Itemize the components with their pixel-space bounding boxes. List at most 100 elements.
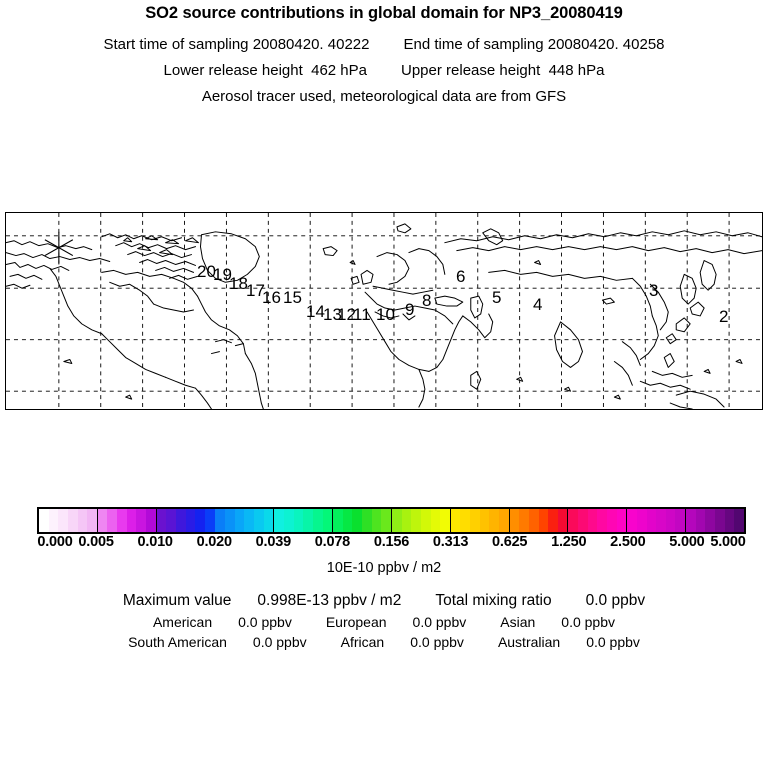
colorbar-step-6-1	[401, 509, 412, 532]
tracer-note-label: Aerosol tracer used, meteorological data…	[201, 88, 567, 105]
colorbar-segment-0	[39, 509, 98, 532]
colorbar-tick-10: 2.500	[610, 534, 646, 550]
colorbar-step-9-1	[578, 509, 588, 532]
colorbar-step-11-1	[695, 509, 706, 532]
trajectory-label-20: 20	[197, 262, 216, 281]
colorbar-tick-0: 0.000	[37, 534, 73, 550]
colorbar-step-0-2	[58, 509, 68, 532]
colorbar-step-2-0	[156, 509, 167, 532]
colorbar-step-8-1	[519, 509, 529, 532]
region-name-asian: Asian	[500, 614, 536, 630]
total-mixing-ratio-label: Total mixing ratio	[435, 592, 552, 609]
lower-release-height-label: Lower release height 462 hPa	[163, 62, 367, 79]
colorbar-tick-2: 0.010	[137, 534, 173, 550]
colorbar-step-7-2	[470, 509, 480, 532]
colorbar-step-3-1	[225, 509, 235, 532]
colorbar-step-5-2	[352, 509, 363, 532]
colorbar-step-2-1	[166, 509, 176, 532]
world-map-panel: 20 19 18 17 16 15 14 13 12 11 10 9 8 6 5 4 3 2	[5, 212, 763, 410]
coastlines	[6, 223, 762, 409]
colorbar-tick-5: 0.078	[314, 534, 351, 550]
region-name-african: African	[340, 634, 385, 650]
colorbar-step-0-0	[39, 509, 49, 532]
colorbar-step-3-4	[254, 509, 264, 532]
trajectory-label-14: 14	[306, 302, 325, 321]
region-value-african: 0.0 ppbv	[410, 634, 464, 650]
colorbar-step-10-4	[665, 509, 676, 532]
colorbar-step-6-2	[411, 509, 421, 532]
world-map-svg	[6, 213, 762, 409]
start-time-label: Start time of sampling 20080420. 40222	[103, 36, 370, 53]
colorbar-step-0-4	[77, 509, 88, 532]
colorbar-step-1-1	[107, 509, 118, 532]
colorbar-step-4-0	[274, 509, 284, 532]
colorbar-step-7-5	[499, 509, 509, 532]
total-mixing-ratio-value: 0.0 ppbv	[585, 592, 646, 609]
colorbar-unit-label: 10E-10 ppbv / m2	[326, 560, 442, 576]
colorbar-step-5-5	[381, 509, 391, 532]
colorbar-step-4-3	[303, 509, 313, 532]
colorbar-step-10-1	[636, 509, 647, 532]
colorbar-step-1-5	[146, 509, 156, 532]
colorbar-tick-labels: 0.000 0.005 0.010 0.020 0.039 0.078 0.156 0.313…	[0, 534, 768, 552]
trajectory-label-3: 3	[649, 281, 659, 300]
colorbar-step-8-4	[548, 509, 558, 532]
colorbar-step-0-5	[87, 509, 97, 532]
colorbar-step-8-0	[509, 509, 520, 532]
colorbar-step-5-1	[342, 509, 353, 532]
trajectory-label-13: 13	[323, 305, 342, 324]
colorbar-step-9-0	[568, 509, 579, 532]
colorbar-segment-4	[274, 509, 334, 532]
stat-row-regions-1: American 0.0 ppbv European 0.0 ppbv Asia…	[0, 614, 768, 630]
colorbar-step-11-0	[686, 509, 696, 532]
colorbar-step-2-3	[185, 509, 196, 532]
region-value-south-american: 0.0 ppbv	[252, 634, 307, 650]
max-value-label: Maximum value	[122, 592, 232, 609]
colorbar-step-7-1	[460, 509, 471, 532]
colorbar-step-2-4	[195, 509, 205, 532]
colorbar-step-1-4	[136, 509, 147, 532]
colorbar-step-4-4	[312, 509, 323, 532]
region-value-australian: 0.0 ppbv	[586, 634, 640, 650]
trajectory-label-10: 10	[376, 305, 395, 324]
colorbar-step-11-4	[724, 509, 735, 532]
trajectory-label-5: 5	[492, 288, 502, 307]
stat-row-regions-2: South American 0.0 ppbv African 0.0 ppbv…	[0, 634, 768, 650]
trajectory-label-15: 15	[283, 288, 302, 307]
colorbar-step-10-3	[656, 509, 666, 532]
trajectory-label-4: 4	[533, 295, 543, 314]
colorbar-step-4-2	[293, 509, 304, 532]
colorbar-step-7-4	[489, 509, 499, 532]
colorbar-step-4-1	[283, 509, 294, 532]
end-time-label: End time of sampling 20080420. 40258	[403, 36, 665, 53]
region-value-american: 0.0 ppbv	[238, 614, 292, 630]
region-name-south-american: South American	[128, 634, 227, 650]
region-name-european: European	[325, 614, 387, 630]
colorbar-segment-2	[156, 509, 216, 532]
trajectory-label-19: 19	[213, 265, 232, 284]
max-value: 0.998E-13 ppbv / m2	[257, 592, 402, 609]
colorbar-segment-1	[97, 509, 157, 532]
colorbar-step-1-3	[126, 509, 137, 532]
colorbar-step-1-2	[117, 509, 127, 532]
colorbar-step-2-5	[204, 509, 215, 532]
trajectory-label-16: 16	[262, 288, 281, 307]
colorbar-step-5-3	[362, 509, 372, 532]
release-site-marker	[44, 231, 74, 264]
colorbar-step-9-2	[587, 509, 598, 532]
colorbar-tick-3: 0.020	[196, 534, 232, 550]
colorbar-step-6-5	[440, 509, 450, 532]
colorbar-segment-3	[215, 509, 275, 532]
colorbar-tick-1: 0.005	[78, 534, 114, 550]
colorbar-tick-6: 0.156	[373, 534, 410, 550]
colorbar-step-5-0	[333, 509, 343, 532]
colorbar-step-10-2	[646, 509, 657, 532]
colorbar-step-3-5	[263, 509, 274, 532]
colorbar-segment-5	[333, 509, 392, 532]
colorbar-step-11-3	[715, 509, 725, 532]
colorbar-step-11-2	[705, 509, 716, 532]
colorbar-step-9-4	[607, 509, 617, 532]
colorbar-segment-7	[450, 509, 510, 532]
sampling-time-line: Start time of sampling 20080420. 40222 E…	[0, 36, 768, 53]
trajectory-label-12: 12	[337, 305, 356, 324]
